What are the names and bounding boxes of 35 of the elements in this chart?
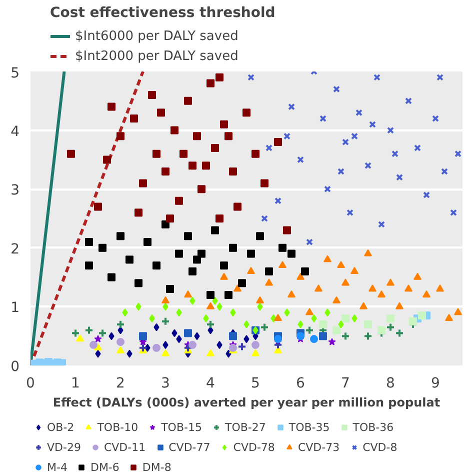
legend-label: CVD-8 [362,440,398,454]
x-tick-label: 4 [206,376,216,392]
x-tick-label: 0 [26,376,35,392]
x-tick-label: 2 [116,376,125,392]
x-tick-label: 1 [71,376,80,392]
y-tick-label: 5 [10,66,20,82]
legend-label: CVD-11 [104,440,146,454]
y-tick-label: 2 [10,241,20,258]
y-tick-label: 3 [10,182,20,199]
x-tick-label: 3 [161,376,170,392]
legend-label: DM-8 [142,460,172,474]
y-tick-label: 1 [10,300,20,316]
x-tick-label: 8 [386,376,395,392]
legend-label: CVD-78 [233,440,275,454]
x-axis-title: Effect (DALYs (000s) averted per year per million populat [52,396,440,410]
legend-label: $Int6000 per DALY saved [75,28,238,44]
legend-label: CVD-73 [298,440,340,454]
legend-label: CVD-77 [168,440,210,454]
legend-label: M-4 [47,460,68,474]
legend-title: Cost effectiveness threshold [50,5,276,21]
legend-label: $Int2000 per DALY saved [75,48,238,64]
x-tick-label: 6 [296,376,306,392]
x-tick-label: 7 [341,376,350,392]
legend-label: TOB-35 [288,420,330,434]
y-tick-label: 4 [10,124,20,140]
legend-label: TOB-10 [97,420,138,434]
legend-label: TOB-27 [224,420,266,434]
y-tick-label: 0 [10,359,20,375]
x-tick-label: 9 [431,376,440,392]
legend-label: OB-2 [47,420,74,434]
legend-label: DM-6 [90,460,120,474]
legend-label: TOB-36 [352,420,394,434]
legend-label: TOB-15 [161,420,202,434]
legend-label: VD-29 [47,440,81,454]
x-tick-label: 5 [251,376,260,392]
